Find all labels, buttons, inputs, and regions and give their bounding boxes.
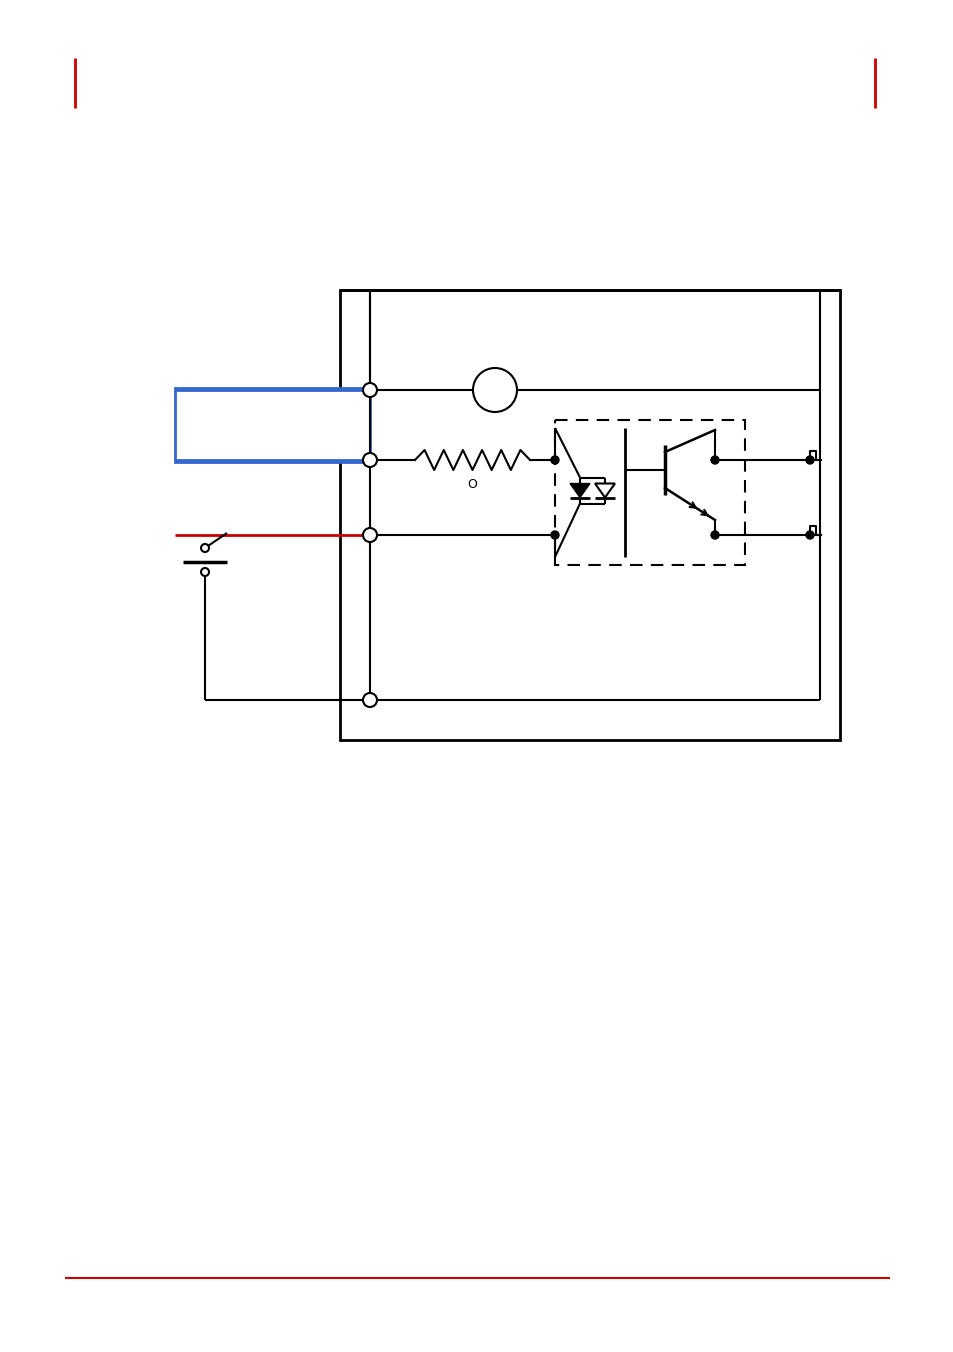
Text: -: -	[499, 384, 504, 396]
Circle shape	[710, 531, 719, 539]
Circle shape	[551, 531, 558, 539]
Text: O: O	[467, 479, 476, 491]
Circle shape	[805, 531, 813, 539]
Circle shape	[363, 453, 376, 466]
Circle shape	[363, 694, 376, 707]
Circle shape	[710, 456, 719, 464]
Circle shape	[201, 544, 209, 552]
Circle shape	[551, 456, 558, 464]
Circle shape	[473, 368, 517, 412]
Circle shape	[201, 568, 209, 576]
Bar	[174, 388, 370, 462]
Polygon shape	[569, 484, 589, 498]
Bar	[339, 289, 840, 740]
Bar	[555, 420, 744, 565]
Circle shape	[363, 529, 376, 542]
Circle shape	[805, 456, 813, 464]
Circle shape	[363, 383, 376, 397]
Text: +: +	[483, 385, 492, 395]
